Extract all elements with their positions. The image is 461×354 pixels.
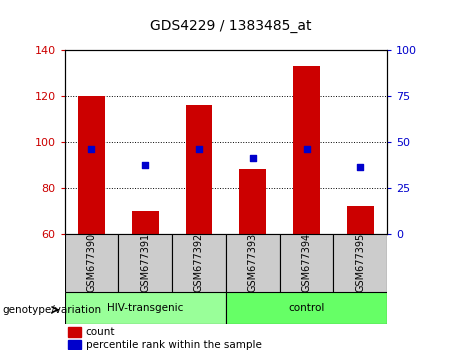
Point	[303, 145, 310, 151]
Text: GSM677390: GSM677390	[86, 233, 96, 292]
Text: GSM677395: GSM677395	[355, 233, 366, 292]
Bar	[172, 234, 226, 292]
Bar	[293, 65, 320, 234]
Bar	[65, 292, 226, 324]
Text: HIV-transgenic: HIV-transgenic	[107, 303, 183, 313]
Bar	[185, 105, 213, 234]
Bar	[347, 206, 374, 234]
Text: GSM677392: GSM677392	[194, 233, 204, 292]
Point	[249, 155, 256, 160]
Text: percentile rank within the sample: percentile rank within the sample	[86, 339, 261, 349]
Text: control: control	[289, 303, 325, 313]
Bar	[68, 340, 81, 349]
Text: GSM677394: GSM677394	[301, 233, 312, 292]
Bar	[65, 234, 118, 292]
Bar	[239, 169, 266, 234]
Point	[142, 162, 149, 167]
Bar	[118, 234, 172, 292]
Point	[195, 145, 203, 151]
Text: GSM677393: GSM677393	[248, 233, 258, 292]
Bar	[78, 96, 105, 234]
Bar	[226, 292, 387, 324]
Point	[88, 145, 95, 151]
Text: count: count	[86, 327, 115, 337]
Bar	[68, 327, 81, 337]
Text: genotype/variation: genotype/variation	[2, 305, 101, 315]
Bar	[226, 234, 280, 292]
Bar	[132, 211, 159, 234]
Bar	[280, 234, 333, 292]
Point	[357, 164, 364, 170]
Text: GSM677391: GSM677391	[140, 233, 150, 292]
Bar	[333, 234, 387, 292]
Text: GDS4229 / 1383485_at: GDS4229 / 1383485_at	[150, 19, 311, 34]
